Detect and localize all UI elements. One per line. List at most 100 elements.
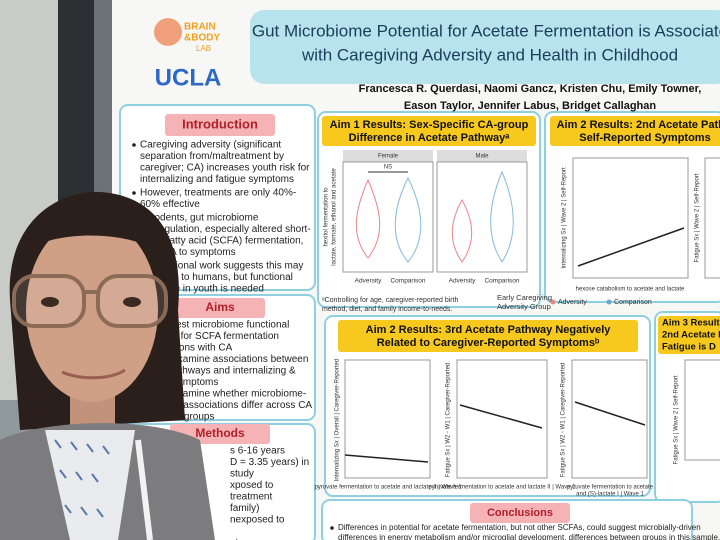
- y-axis-label: Fatigue Sx | Wave 2 | Self-Report: [695, 173, 701, 262]
- lanyard: [135, 439, 153, 540]
- intro-line: links CA to symptoms: [140, 247, 236, 258]
- legend-title: Early Caregiving: [497, 293, 552, 302]
- aims-line: Aim 1: Test microbiome functional: [140, 320, 289, 331]
- section-heading: Self-Reported Symptoms: [579, 132, 710, 144]
- x-axis-label: hexose catabolism to acetate and lactate: [576, 287, 685, 293]
- panel-strip: [437, 150, 527, 162]
- mouth: [61, 368, 126, 380]
- y-axis-label: Internalizing Sx | Overall | Caregiver-R…: [335, 359, 341, 482]
- methods-line: xposed to: [230, 480, 274, 491]
- y-axis-label: Fatigue Sx | Wave 2 | Self-Report: [674, 375, 680, 464]
- violin: [355, 178, 381, 259]
- panel-label: Female: [378, 154, 399, 160]
- x-tick-label: Comparison: [484, 278, 519, 285]
- x-tick-label: Adversity: [355, 278, 382, 285]
- intro-line: chain fatty acid (SCFA) fermentation,: [140, 236, 303, 247]
- methods-line: at: [230, 538, 239, 540]
- plot-frame: [684, 359, 720, 461]
- methods-line: s 6-16 years: [230, 446, 285, 457]
- y-axis-label: Fatigue Sx | W2 - W1 | Caregiver-Reporte…: [446, 363, 452, 478]
- legend-label: Adversity: [558, 299, 587, 306]
- aims-line: potential for SCFA fermentation: [140, 331, 279, 342]
- conclusion-line: differences in energy metabolism and/or …: [338, 533, 720, 540]
- intro-line: separation from/maltreatment by: [140, 151, 284, 162]
- methods-line: family): [230, 503, 259, 514]
- regression-line: [459, 404, 543, 429]
- aim2a-heading-bg: [550, 116, 720, 146]
- logo-text: &BODY: [184, 33, 220, 44]
- logo-icon: [154, 18, 182, 46]
- logo-text: BRAIN: [184, 22, 216, 33]
- section-heading: Aim 1 Results: Sex-Specific CA-group: [330, 119, 529, 131]
- legend-title: Adversity Group: [497, 302, 551, 311]
- y-axis-label: hexitol fermentation to: [324, 187, 330, 247]
- bullet: [132, 191, 136, 195]
- y-axis-label: Internalizing Sx | Wave 2 | Self-Report: [562, 167, 568, 269]
- authors: Francesca R. Querdasi, Naomi Gancz, Kris…: [359, 83, 702, 95]
- intro-line: dysregulation, especially altered short-: [140, 224, 311, 235]
- eye: [123, 297, 141, 307]
- x-tick-label: Comparison: [390, 278, 425, 285]
- conclusion-line: Differences in potential for acetate fer…: [338, 523, 701, 532]
- intro-line: Caregiving adversity (significant: [140, 140, 281, 151]
- hair-fringe: [28, 216, 160, 255]
- legend-swatch: [606, 299, 612, 305]
- title-bar: [250, 10, 720, 84]
- intro-line: In rodents, gut microbiome: [140, 213, 259, 224]
- aims-line: SCFA pathways and internalizing &: [140, 366, 296, 377]
- intro-line: 60% effective: [140, 199, 200, 210]
- methods-line: nexposed to: [230, 515, 285, 526]
- section-heading: Methods: [195, 426, 245, 440]
- logo-text: LAB: [196, 44, 211, 53]
- panel: [436, 161, 528, 273]
- aims-line: Aim 2: Examine associations between: [140, 354, 308, 365]
- intro-line: translate to humans, but functional: [140, 272, 293, 283]
- section-heading: Related to Caregiver-Reported Symptomsᵇ: [377, 337, 600, 349]
- y-axis-label: Fatigue Sx | W2 - W1 | Caregiver-Reporte…: [561, 363, 567, 478]
- intro-line: caregiver; CA) increases youth risk for: [140, 163, 310, 174]
- panel: [342, 161, 434, 273]
- bullet: [132, 143, 136, 147]
- aims-heading-bg: [175, 298, 265, 318]
- section-heading: Aims: [205, 300, 235, 314]
- aim2b-heading-bg: [338, 320, 638, 352]
- section-heading: Difference in Acetate Pathwayᵃ: [349, 132, 511, 144]
- shirt-pattern: [54, 439, 110, 518]
- footnote: ᵃControlling for age, caregiver-reported…: [322, 297, 459, 304]
- section-heading: Fatigue is D: [662, 342, 716, 353]
- aim3-heading-bg: [658, 316, 720, 354]
- x-axis-label: pyruvate fermentation to acetate and lac…: [314, 485, 462, 491]
- x-axis-label: pyruvate fermentation to acetate and lac…: [428, 485, 576, 491]
- regression-line: [344, 454, 429, 463]
- logo-university: UCLA: [155, 64, 222, 91]
- x-axis-label: and (S)-lactate I | Wave 1: [576, 492, 644, 498]
- eye: [41, 297, 59, 307]
- bullet: [330, 526, 334, 530]
- methods-line: treatment: [230, 492, 272, 503]
- annotation: NS: [384, 165, 392, 171]
- shirt: [45, 430, 135, 540]
- section-heading: Aim 2 Results: 3rd Acetate Pathway Negat…: [366, 324, 612, 336]
- plot-frame: [456, 359, 548, 479]
- plot-frame: [344, 359, 431, 479]
- section-heading: Aim 2 Results: 2nd Acetate Pathw: [557, 119, 720, 131]
- violin: [451, 198, 473, 263]
- section-heading: Introduction: [182, 116, 258, 131]
- plot-frame: [571, 359, 648, 479]
- footnote: method, diet, and family income-to-needs…: [322, 306, 452, 313]
- panel-strip: [343, 150, 433, 162]
- legend-label: Comparison: [614, 299, 652, 306]
- intro-heading-bg: [165, 114, 275, 136]
- aims-line: Aim 3: Examine whether microbiome-: [140, 389, 306, 400]
- panel-label: Male: [475, 154, 489, 160]
- conclusions-heading-bg: [470, 503, 570, 523]
- plot-frame: [572, 157, 689, 279]
- y-axis-label: lactate, formate, ethanol and acetate: [332, 168, 338, 266]
- authors: Eason Taylor, Jennifer Labus, Bridget Ca…: [404, 100, 657, 112]
- methods-line: D = 3.35 years) in: [230, 457, 309, 468]
- poster-title: Gut Microbiome Potential for Acetate Fer…: [252, 21, 720, 40]
- poster-title: with Caregiving Adversity and Health in …: [301, 45, 678, 64]
- intro-line: However, treatments are only 40%-: [140, 188, 296, 199]
